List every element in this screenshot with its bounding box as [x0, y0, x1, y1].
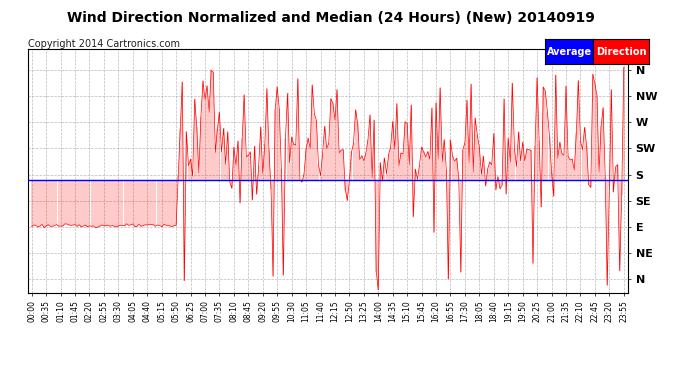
- Text: Average: Average: [546, 46, 592, 57]
- Text: Copyright 2014 Cartronics.com: Copyright 2014 Cartronics.com: [28, 39, 179, 50]
- Text: Direction: Direction: [595, 46, 647, 57]
- Text: Wind Direction Normalized and Median (24 Hours) (New) 20140919: Wind Direction Normalized and Median (24…: [67, 11, 595, 25]
